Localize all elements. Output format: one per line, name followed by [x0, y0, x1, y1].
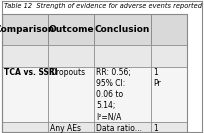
Text: Table 12  Strength of evidence for adverse events reported in other comparisons,: Table 12 Strength of evidence for advers… [4, 3, 204, 9]
Text: Outcome: Outcome [48, 25, 94, 34]
Bar [151, 66, 187, 122]
Bar [2, 66, 48, 122]
Bar [151, 14, 187, 45]
Text: Dropouts: Dropouts [50, 68, 85, 77]
Bar [151, 122, 187, 133]
Text: 1
Pr: 1 Pr [153, 68, 161, 88]
Bar [94, 14, 151, 45]
Bar [94, 66, 151, 122]
Text: Any AEs: Any AEs [50, 124, 81, 133]
Bar [48, 122, 94, 133]
Text: RR: 0.56;
95% CI:
0.06 to
5.14;
I²=N/A: RR: 0.56; 95% CI: 0.06 to 5.14; I²=N/A [96, 68, 131, 121]
Bar [94, 45, 151, 66]
Bar [94, 122, 151, 133]
Text: Comparison: Comparison [0, 25, 55, 34]
Text: TCA vs. SSRI: TCA vs. SSRI [4, 68, 58, 77]
Bar [48, 66, 94, 122]
Bar [48, 14, 94, 45]
Bar [2, 45, 48, 66]
Bar [48, 45, 94, 66]
Bar [151, 45, 187, 66]
Text: 1: 1 [153, 124, 158, 133]
Bar [2, 122, 48, 133]
Bar [2, 14, 48, 45]
Text: Data ratio...: Data ratio... [96, 124, 142, 133]
Text: Conclusion: Conclusion [95, 25, 150, 34]
